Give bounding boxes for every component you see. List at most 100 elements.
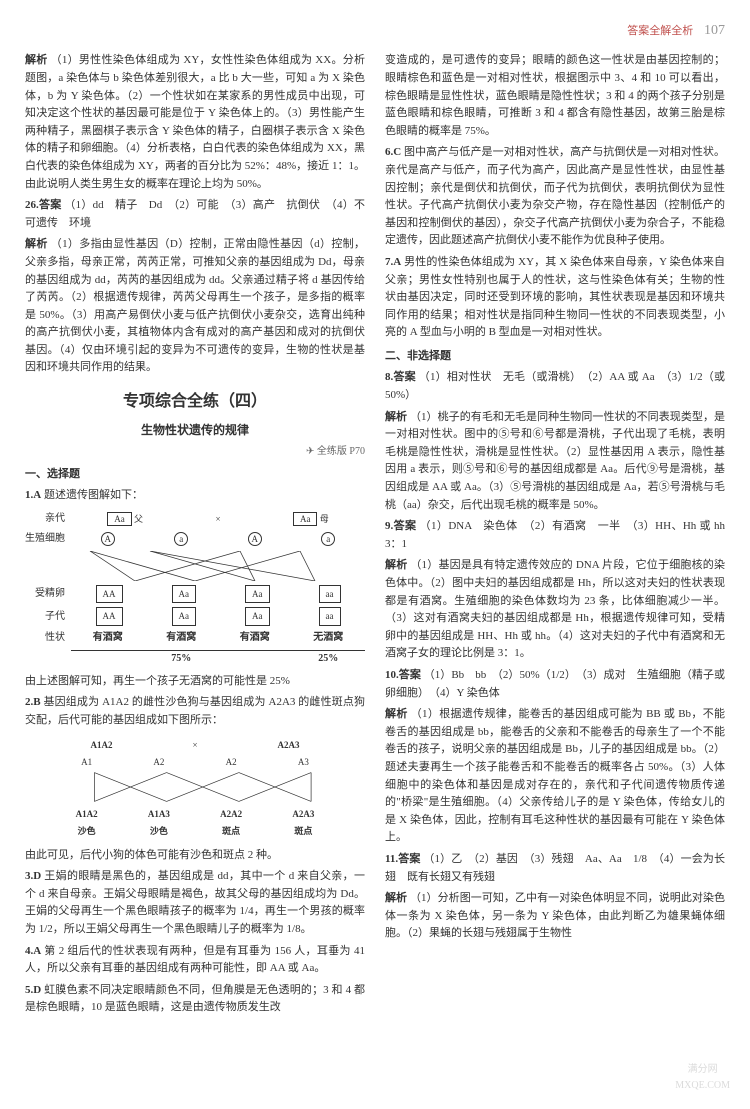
q2-conclusion: 由此可见，后代小狗的体色可能有沙色和斑点 2 种。 [25,847,365,865]
q6: 6.C 图中高产与低产是一对相对性状，高产与抗倒伏是一对相对性状。亲代是高产与低… [385,144,725,250]
offspring: Aa [245,607,270,625]
q9-label: 9.答案 [385,520,416,532]
watermark-line1: 满分网 [675,1062,730,1078]
gamete: A3 [298,755,309,769]
q8-jiexi: 解析 （1）桃子的有毛和无毛是同种生物同一性状的不同表现类型，是一对相对性状。图… [385,409,725,515]
color-label: 沙色 [78,824,96,838]
q9-answer: 9.答案 （1）DNA 染色体 （2）有酒窝 一半 （3）HH、Hh 或 hh … [385,518,725,553]
d1-r2-label: 生殖细胞 [25,531,65,547]
q8-text: （1）相对性状 无毛（或滑桃） （2）AA 或 Aa （3）1/2（或 50%） [385,371,725,401]
zygote: Aa [172,585,197,603]
q2-label: 2.B [25,696,41,708]
q7-text: 男性的性染色体组成为 XY，其 X 染色体来自母亲，Y 染色体来自父亲；男性女性… [385,256,725,338]
q10-answer: 10.答案 （1）Bb bb （2）50%（1/2） （3）成对 生殖细胞（精子… [385,667,725,702]
analysis-text: （1）男性性染色体组成为 XY，女性性染色体组成为 XX。分析题图，a 染色体与… [25,54,365,189]
q26-jiexi-label: 解析 [25,238,48,250]
gamete: A2 [226,755,237,769]
d1-r1-label: 亲代 [25,511,65,527]
q26-text: （1）dd 精子 Dd （2）可能 （3）高产 抗倒伏 （4）不可遗传 环境 [25,199,365,229]
q9-jiexi: 解析 （1）基因是具有特定遗传效应的 DNA 片段，它位于细胞核的染色体中。（2… [385,557,725,663]
q9-text: （1）DNA 染色体 （2）有酒窝 一半 （3）HH、Hh 或 hh 3：1 [385,520,736,550]
cross-lines-2 [51,772,340,802]
gamete: A [101,532,115,546]
q4: 4.A 第 2 组后代的性状表现有两种，但是有耳垂为 156 人，耳垂为 41 … [25,943,365,978]
gamete: A1 [81,755,92,769]
zygote: Aa [245,585,270,603]
offspring: A1A2 [76,807,98,821]
watermark-line2: MXQE.COM [675,1078,730,1094]
d2-parent1: A1A2 [90,738,112,752]
color-label: 斑点 [294,824,312,838]
offspring: aa [319,607,341,625]
q26-jiexi: 解析 （1）多指由显性基因（D）控制，正常由隐性基因（d）控制，父亲多指，母亲正… [25,236,365,377]
q4-text: 第 2 组后代的性状表现有两种，但是有耳垂为 156 人，耳垂为 41 人，所以… [25,945,365,975]
right-column: 变造成的，是可遗传的变异；眼睛的颜色这一性状是由基因控制的；眼睛棕色和蓝色是一对… [385,52,725,1021]
q6-label: 6.C [385,146,401,158]
section-title: 专项综合全练（四） [25,389,365,415]
punnett-diagram: 亲代 Aa 父 × Aa 母 生殖细胞 A a A a [25,511,365,667]
q26-answer: 26.答案 （1）dd 精子 Dd （2）可能 （3）高产 抗倒伏 （4）不可遗… [25,197,365,232]
q8-label: 8.答案 [385,371,416,383]
page-header: 答案全解全析 107 [25,20,725,42]
q7-label: 7.A [385,256,401,268]
gene-box: Aa [293,512,318,526]
left-column: 解析 （1）男性性染色体组成为 XY，女性性染色体组成为 XX。分析题图，a 染… [25,52,365,1021]
cross-lines [25,551,365,581]
header-title: 答案全解全析 [627,25,693,37]
q5-text: 虹膜色素不同决定眼睛颜色不同，但角膜是无色透明的；3 和 4 都是棕色眼睛，10… [25,984,365,1014]
q1-text: 题述遗传图解如下： [44,489,143,501]
practice-ref: ✈ 全练版 P70 [25,444,365,460]
d1-r5-label: 性状 [25,630,65,646]
q3-label: 3.D [25,870,41,882]
offspring: A2A2 [220,807,242,821]
q11-jiexi-text: （1）分析图一可知，乙中有一对染色体明显不同，说明此对染色体一条为 X 染色体，… [385,892,725,939]
zygote: aa [319,585,341,603]
zygote: AA [96,585,123,603]
d2-parent2: A2A3 [278,738,300,752]
q2: 2.B 基因组成为 A1A2 的雌性沙色狗与基因组成为 A2A3 的雌性斑点狗交… [25,694,365,729]
pct: 25% [292,650,366,667]
d1-r3-label: 受精卵 [25,586,65,602]
q11-jiexi: 解析 （1）分析图一可知，乙中有一对染色体明显不同，说明此对染色体一条为 X 染… [385,890,725,943]
d1-r4-label: 子代 [25,609,65,625]
q8-answer: 8.答案 （1）相对性状 无毛（或滑桃） （2）AA 或 Aa （3）1/2（或… [385,369,725,404]
offspring: A1A3 [148,807,170,821]
q26-label: 26.答案 [25,199,61,211]
q8-jiexi-text: （1）桃子的有毛和无毛是同种生物同一性状的不同表现类型，是一对相对性状。图中的⑤… [385,411,725,511]
q5: 5.D 虹膜色素不同决定眼睛颜色不同，但角膜是无色透明的；3 和 4 都是棕色眼… [25,982,365,1017]
q10-jiexi-text: （1）根据遗传规律，能卷舌的基因组成可能为 BB 或 Bb，不能卷舌的基因组成是… [385,708,725,843]
q9-jiexi-label: 解析 [385,559,407,571]
q10-jiexi: 解析 （1）根据遗传规律，能卷舌的基因组成可能为 BB 或 Bb，不能卷舌的基因… [385,706,725,847]
subsection-1: 一、选择题 [25,466,365,484]
offspring: Aa [172,607,197,625]
q3: 3.D 王娟的眼睛是黑色的，基因组成是 dd，其中一个 d 来自父亲，一个 d … [25,868,365,938]
analysis-para: 解析 （1）男性性染色体组成为 XY，女性性染色体组成为 XX。分析题图，a 染… [25,52,365,193]
gamete: A2 [153,755,164,769]
q2-text: 基因组成为 A1A2 的雌性沙色狗与基因组成为 A2A3 的雌性斑点狗交配，后代… [25,696,365,726]
q11-answer: 11.答案 （1）乙 （2）基因 （3）残翅 Aa、Aa 1/8 （4）一会为长… [385,851,725,886]
trait: 有酒窝 [93,630,123,646]
trait: 无酒窝 [313,630,343,646]
subtitle: 生物性状遗传的规律 [25,421,365,440]
q11-label: 11.答案 [385,853,421,865]
pct: 75% [71,650,292,667]
q8-jiexi-label: 解析 [385,411,407,423]
watermark: 满分网 MXQE.COM [675,1062,730,1094]
parent-mother: 母 [320,514,329,524]
gamete: a [174,532,188,546]
page-number: 107 [704,23,725,38]
gene-box: Aa [107,512,132,526]
offspring: A2A3 [292,807,314,821]
q10-jiexi-label: 解析 [385,708,408,720]
q5-label: 5.D [25,984,41,996]
q11-jiexi-label: 解析 [385,892,407,904]
analysis-label: 解析 [25,54,48,66]
gamete: a [321,532,335,546]
q7: 7.A 男性的性染色体组成为 XY，其 X 染色体来自母亲，Y 染色体来自父亲；… [385,254,725,342]
q1-conclusion: 由上述图解可知，再生一个孩子无酒窝的可能性是 25% [25,673,365,691]
q1: 1.A 题述遗传图解如下： [25,487,365,505]
trait: 有酒窝 [240,630,270,646]
q4-label: 4.A [25,945,41,957]
q26-jiexi-text: （1）多指由显性基因（D）控制，正常由隐性基因（d）控制，父亲多指，母亲正常，芮… [25,238,365,373]
q10-text: （1）Bb bb （2）50%（1/2） （3）成对 生殖细胞（精子或卵细胞） … [385,669,725,699]
